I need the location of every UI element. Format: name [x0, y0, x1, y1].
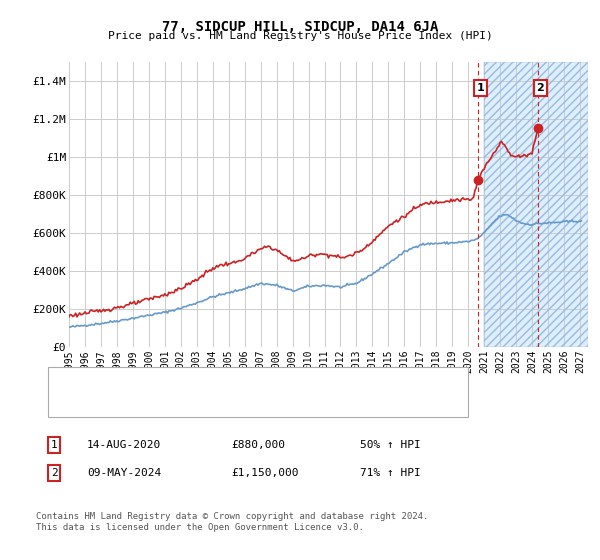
Text: 71% ↑ HPI: 71% ↑ HPI: [360, 468, 421, 478]
Text: 50% ↑ HPI: 50% ↑ HPI: [360, 440, 421, 450]
Text: £880,000: £880,000: [231, 440, 285, 450]
Text: Contains HM Land Registry data © Crown copyright and database right 2024.
This d: Contains HM Land Registry data © Crown c…: [36, 512, 428, 532]
Bar: [484, 62, 588, 347]
Text: 2: 2: [50, 468, 58, 478]
Text: 1: 1: [476, 83, 484, 94]
Text: 14-AUG-2020: 14-AUG-2020: [87, 440, 161, 450]
Bar: [484, 62, 588, 347]
Text: HPI: Average price, detached house, Bexley: HPI: Average price, detached house, Bexl…: [93, 400, 355, 409]
Text: 09-MAY-2024: 09-MAY-2024: [87, 468, 161, 478]
Text: 2: 2: [536, 83, 544, 94]
Text: £1,150,000: £1,150,000: [231, 468, 299, 478]
Text: 1: 1: [50, 440, 58, 450]
Text: Price paid vs. HM Land Registry's House Price Index (HPI): Price paid vs. HM Land Registry's House …: [107, 31, 493, 41]
Text: 77, SIDCUP HILL, SIDCUP, DA14 6JA: 77, SIDCUP HILL, SIDCUP, DA14 6JA: [162, 20, 438, 34]
Text: 77, SIDCUP HILL, SIDCUP, DA14 6JA (detached house): 77, SIDCUP HILL, SIDCUP, DA14 6JA (detac…: [93, 376, 406, 386]
